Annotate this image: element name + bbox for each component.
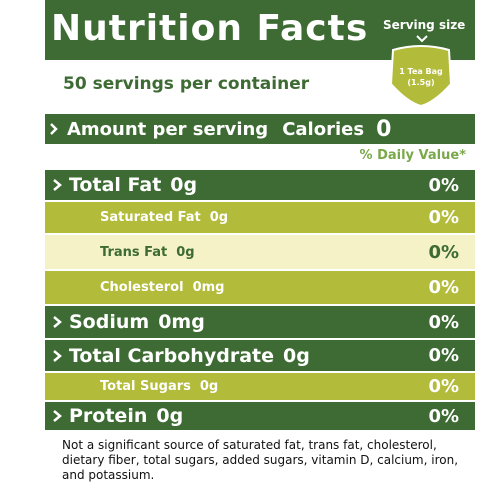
- nutrient-row: Total Carbohydrate 0g 0%: [45, 340, 475, 371]
- nutrient-name: Total Carbohydrate: [69, 344, 274, 367]
- nutrient-name: Saturated Fat: [100, 210, 201, 225]
- daily-value: 0%: [428, 207, 459, 228]
- nutrient-amount: 0g: [170, 174, 198, 196]
- nutrient-name: Total Sugars: [100, 379, 191, 394]
- chevron-icon: [53, 179, 62, 191]
- nutrient-row: Total Sugars 0g 0%: [45, 373, 475, 400]
- nutrient-amount: 0g: [199, 379, 219, 394]
- nutrient-amount: 0g: [282, 344, 310, 367]
- title: Nutrition Facts: [51, 8, 369, 49]
- daily-value: 0%: [428, 405, 459, 427]
- nutrient-name: Cholesterol: [100, 280, 184, 295]
- nutrient-row: Saturated Fat 0g 0%: [45, 202, 475, 233]
- nutrient-row: Trans Fat 0g 0%: [45, 235, 475, 269]
- header-band: Nutrition Facts Serving size: [45, 0, 475, 60]
- nutrient-name: Sodium: [69, 311, 150, 333]
- nutrient-name: Trans Fat: [100, 244, 168, 260]
- nutrient-amount: 0g: [209, 210, 229, 225]
- nutrient-amount: 0mg: [192, 280, 225, 295]
- daily-value: 0%: [428, 376, 459, 397]
- footnote: Not a significant source of saturated fa…: [62, 438, 459, 482]
- arrow-icon: [416, 35, 428, 43]
- chevron-icon: [53, 349, 62, 362]
- serving-size-value: 1 Tea Bag (1.5g): [399, 67, 443, 87]
- calories-value: 0: [376, 116, 392, 142]
- daily-value: 0%: [428, 241, 459, 263]
- nutrient-amount: 0g: [176, 244, 195, 260]
- amount-label: Amount per serving: [67, 118, 269, 140]
- nutrient-row: Sodium 0mg 0%: [45, 306, 475, 338]
- chevron-icon: [53, 410, 62, 422]
- daily-value: 0%: [428, 174, 459, 196]
- nutrient-row: Protein 0g 0%: [45, 402, 475, 430]
- nutrient-amount: 0mg: [158, 311, 205, 333]
- chevron-icon: [50, 123, 58, 135]
- chevron-icon: [53, 316, 62, 328]
- nutrient-amount: 0g: [156, 405, 184, 427]
- nutrient-name: Protein: [69, 405, 148, 427]
- nutrient-name: Total Fat: [69, 174, 162, 196]
- nutrient-row: Cholesterol 0mg 0%: [45, 271, 475, 304]
- badge: [389, 45, 453, 108]
- servings: 50 servings per container: [63, 74, 310, 94]
- daily-value: 0%: [428, 277, 459, 298]
- daily-value-header: % Daily Value*: [359, 148, 466, 163]
- daily-value: 0%: [428, 345, 459, 366]
- amount-band: Amount per serving Calories 0: [45, 114, 475, 144]
- daily-value: 0%: [428, 311, 459, 333]
- nutrient-row: Total Fat 0g 0%: [45, 170, 475, 200]
- serving-size-label: Serving size: [383, 18, 466, 32]
- calories-label: Calories: [282, 118, 365, 140]
